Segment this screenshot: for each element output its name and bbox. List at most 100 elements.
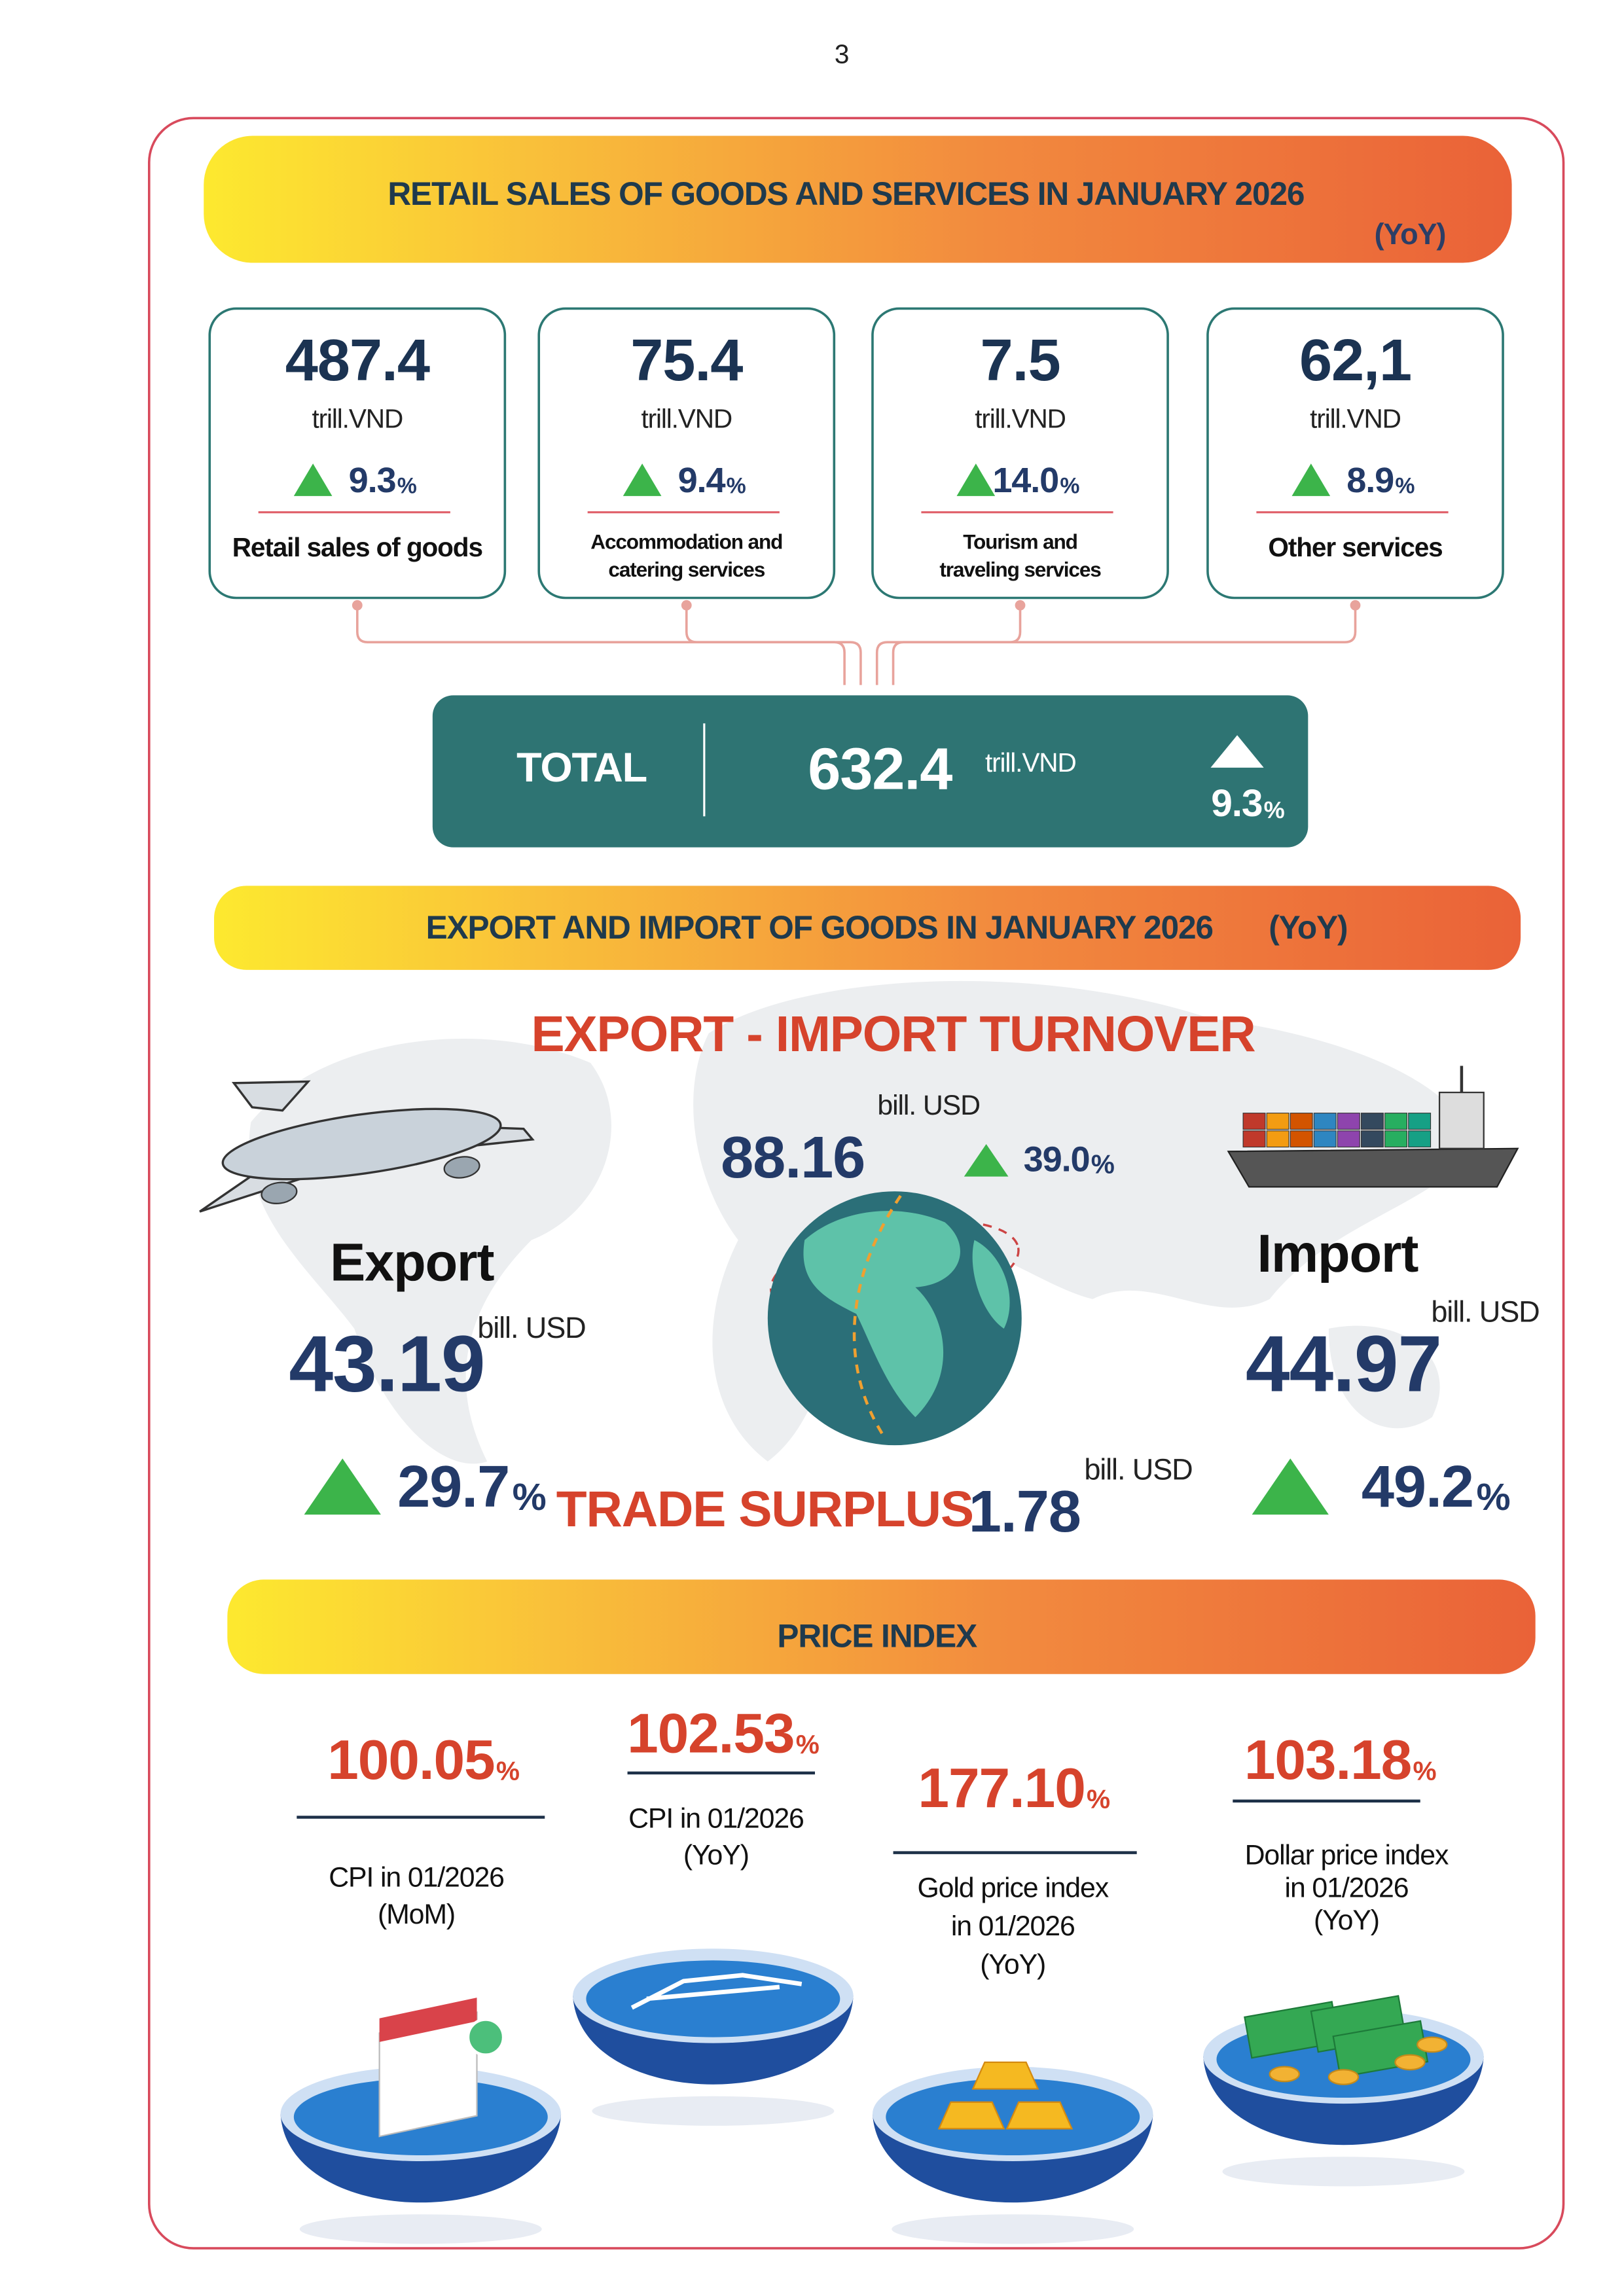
gold-bar <box>937 2101 1005 2130</box>
page-number: 3 <box>835 39 848 69</box>
turnover-value: 88.16 <box>721 1124 865 1191</box>
price-value: 103.18 <box>1244 1729 1411 1791</box>
card-growth-unit: % <box>397 473 417 498</box>
price-value: 100.05 <box>327 1729 494 1791</box>
frame <box>147 117 1565 2250</box>
turnover-title: EXPORT - IMPORT TURNOVER <box>532 1007 1255 1062</box>
coin <box>1269 2066 1300 2083</box>
connector-dot <box>352 600 363 611</box>
connector <box>685 605 862 685</box>
import-growth-unit: % <box>1476 1476 1509 1518</box>
ship-container <box>1360 1130 1384 1148</box>
section-title: EXPORT AND IMPORT OF GOODS IN JANUARY 20… <box>426 909 1213 946</box>
total-value: 632.4 <box>808 736 952 802</box>
up-triangle <box>623 463 662 496</box>
card-value: 75.4 <box>630 327 743 393</box>
price-label: (YoY) <box>1314 1905 1379 1936</box>
price-label: CPI in 01/2026 <box>628 1803 804 1834</box>
card-growth: 9.4 <box>678 461 726 500</box>
total-label: TOTAL <box>516 745 647 791</box>
card-growth-unit: % <box>1395 473 1415 498</box>
up-triangle <box>964 1144 1009 1177</box>
calendar-top <box>379 1998 477 2042</box>
coin <box>1327 2069 1360 2085</box>
total-unit: trill.VND <box>985 747 1076 778</box>
section-title: PRICE INDEX <box>777 1618 977 1655</box>
card-unit: trill.VND <box>975 404 1066 434</box>
price-label: (YoY) <box>683 1840 749 1871</box>
turnover-unit: bill. USD <box>877 1090 980 1121</box>
retail-card <box>1206 307 1504 600</box>
import-label: Import <box>1257 1225 1419 1283</box>
up-triangle <box>956 463 996 496</box>
card-label: traveling services <box>939 558 1101 581</box>
price-label: Gold price index <box>917 1872 1108 1903</box>
ship-container <box>1337 1130 1360 1148</box>
price-unit: % <box>796 1729 820 1759</box>
ship-container <box>1408 1130 1432 1148</box>
up-triangle <box>304 1458 381 1515</box>
card-growth-unit: % <box>1060 473 1079 498</box>
retail-card <box>871 307 1169 600</box>
connector-dot <box>1350 600 1361 611</box>
ship-container <box>1290 1113 1313 1130</box>
surplus-value: 1.78 <box>969 1479 1081 1545</box>
plane-tail <box>231 1080 311 1112</box>
price-label: in 01/2026 <box>951 1910 1075 1942</box>
price-unit: % <box>1087 1784 1110 1814</box>
ship-hull <box>1227 1147 1519 1188</box>
price-label: in 01/2026 <box>1285 1872 1409 1903</box>
ship-container <box>1313 1113 1337 1130</box>
export-label: Export <box>330 1234 494 1293</box>
section-banner <box>227 1579 1536 1674</box>
up-triangle <box>1252 1458 1329 1515</box>
ship-container <box>1242 1113 1266 1130</box>
ship-bridge <box>1438 1091 1485 1149</box>
check-icon <box>466 2018 505 2056</box>
gold-bar <box>1005 2101 1074 2130</box>
card-value: 7.5 <box>981 327 1060 393</box>
bowl-shadow <box>892 2214 1134 2244</box>
ship-container <box>1290 1130 1313 1148</box>
import-value: 44.97 <box>1246 1319 1441 1408</box>
section-banner <box>204 135 1512 263</box>
turnover-growth: 39.0 <box>1024 1139 1090 1179</box>
price-label: (YoY) <box>980 1949 1045 1981</box>
ship-container <box>1408 1113 1432 1130</box>
continent <box>803 1211 960 1418</box>
ship-icon <box>1227 1066 1519 1188</box>
ship-container <box>1266 1113 1290 1130</box>
export-growth: 29.7 <box>397 1454 509 1520</box>
up-triangle <box>1210 735 1264 768</box>
section-title: RETAIL SALES OF GOODS AND SERVICES IN JA… <box>388 175 1304 212</box>
card-growth: 14.0 <box>992 461 1058 500</box>
price-value: 102.53 <box>627 1702 794 1765</box>
ship-container <box>1384 1113 1408 1130</box>
card-label: Accommodation and <box>590 529 782 553</box>
continent <box>972 1240 1010 1329</box>
globe-icon <box>767 1191 1022 1446</box>
bowl-inner <box>586 1960 840 2037</box>
price-unit: % <box>1413 1756 1436 1786</box>
card-unit: trill.VND <box>641 404 732 434</box>
price-value: 177.10 <box>918 1757 1085 1820</box>
coin <box>1394 2054 1426 2071</box>
total-box <box>432 695 1308 848</box>
retail-card <box>537 307 836 600</box>
ship-container <box>1337 1113 1360 1130</box>
surplus-unit: bill. USD <box>1084 1453 1192 1486</box>
export-growth-unit: % <box>513 1476 546 1518</box>
coin <box>1416 2036 1448 2053</box>
bowl-shadow <box>592 2096 835 2126</box>
connector-dot <box>681 600 692 611</box>
building-icon <box>630 1973 803 2010</box>
card-value: 62,1 <box>1299 327 1411 393</box>
card-value: 487.4 <box>285 327 430 393</box>
bowl-shadow <box>299 2214 542 2244</box>
globe-orbit <box>852 1194 902 1441</box>
card-label: catering services <box>608 558 765 581</box>
turnover-growth-unit: % <box>1091 1149 1115 1179</box>
up-triangle <box>293 463 333 496</box>
